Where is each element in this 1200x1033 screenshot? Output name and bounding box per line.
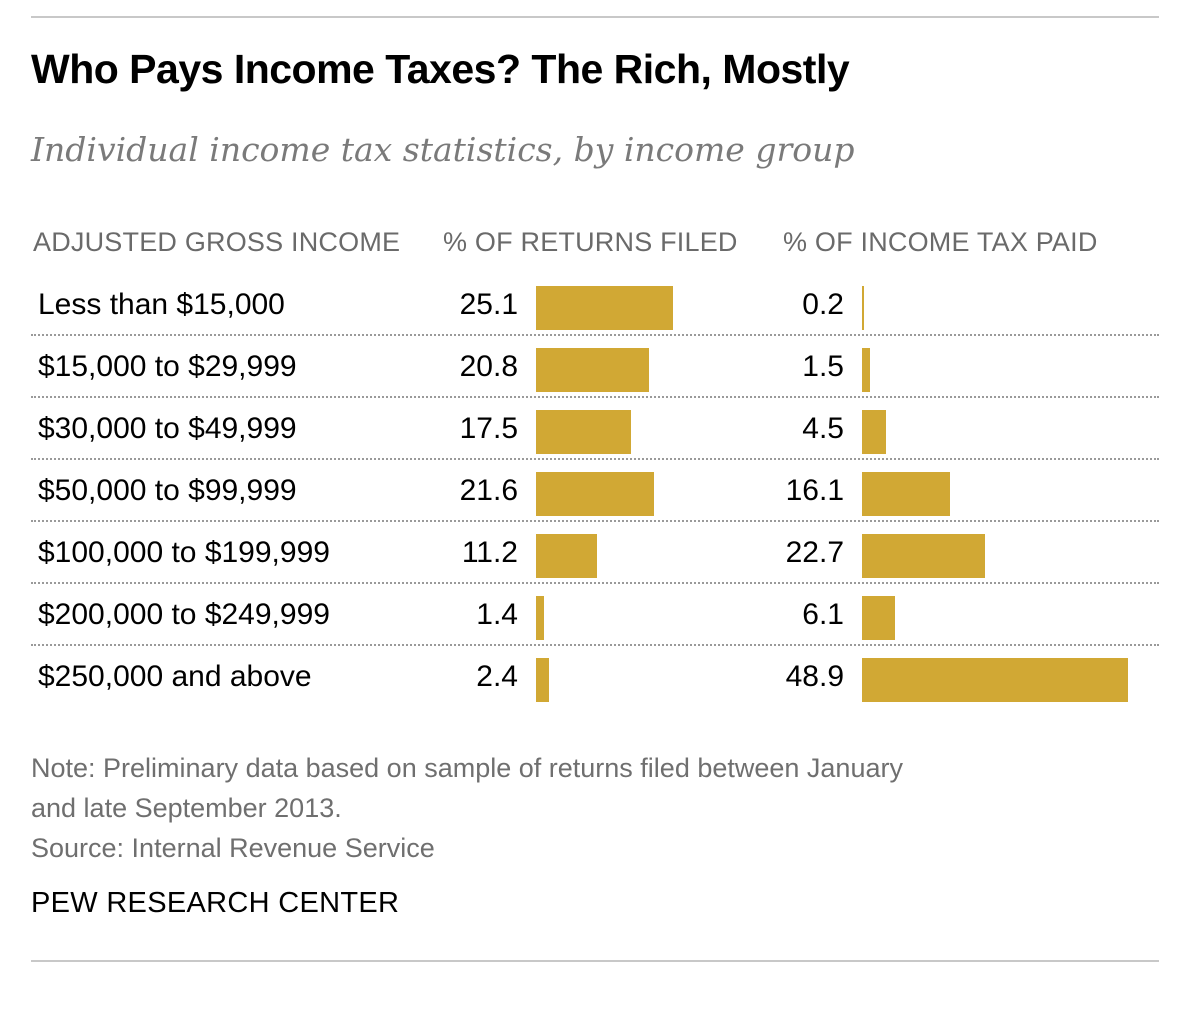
income-group-label: $200,000 to $249,999: [38, 598, 330, 631]
table-row: $250,000 and above 2.4 48.9: [31, 646, 1159, 708]
table-row: $50,000 to $99,999 21.6 16.1: [31, 460, 1159, 522]
income-group-label: $250,000 and above: [38, 660, 312, 693]
table-row: $15,000 to $29,999 20.8 1.5: [31, 336, 1159, 398]
income-group-label: $100,000 to $199,999: [38, 536, 330, 569]
column-header-tax: % OF INCOME TAX PAID: [783, 227, 1098, 257]
returns-filed-bar: [536, 534, 597, 578]
returns-filed-value: 21.6: [459, 474, 518, 507]
table-row: $200,000 to $249,999 1.4 6.1: [31, 584, 1159, 646]
tax-paid-value: 48.9: [785, 660, 844, 693]
table-row: Less than $15,000 25.1 0.2: [31, 274, 1159, 336]
returns-filed-value: 25.1: [459, 288, 518, 321]
tax-paid-bar: [862, 286, 864, 330]
chart-title: Who Pays Income Taxes? The Rich, Mostly: [31, 46, 850, 92]
row-divider: [31, 396, 1159, 398]
income-group-label: $30,000 to $49,999: [38, 412, 297, 445]
column-header-returns: % OF RETURNS FILED: [443, 227, 738, 257]
source-line: Source: Internal Revenue Service: [31, 833, 435, 863]
row-divider: [31, 458, 1159, 460]
table-row: $30,000 to $49,999 17.5 4.5: [31, 398, 1159, 460]
returns-filed-bar: [536, 472, 654, 516]
tax-paid-value: 22.7: [785, 536, 844, 569]
tax-paid-bar: [862, 410, 887, 454]
tax-paid-bar: [862, 596, 896, 640]
returns-filed-bar: [536, 658, 550, 702]
income-group-label: $50,000 to $99,999: [38, 474, 297, 507]
row-divider: [31, 520, 1159, 522]
tax-paid-bar: [862, 472, 950, 516]
row-divider: [31, 334, 1159, 336]
income-group-label: Less than $15,000: [38, 288, 285, 321]
note-line-1: Note: Preliminary data based on sample o…: [31, 753, 903, 783]
tax-paid-value: 0.2: [802, 288, 844, 321]
tax-paid-bar: [862, 658, 1129, 702]
tax-paid-bar: [862, 534, 986, 578]
chart-note: Note: Preliminary data based on sample o…: [31, 748, 1091, 868]
chart-subtitle: Individual income tax statistics, by inc…: [31, 130, 855, 169]
tax-paid-value: 6.1: [802, 598, 844, 631]
row-divider: [31, 644, 1159, 646]
tax-paid-bar: [862, 348, 871, 392]
returns-filed-bar: [536, 286, 673, 330]
tax-paid-value: 16.1: [785, 474, 844, 507]
note-line-2: and late September 2013.: [31, 793, 342, 823]
returns-filed-bar: [536, 348, 650, 392]
returns-filed-value: 17.5: [459, 412, 518, 445]
returns-filed-bar: [536, 596, 544, 640]
row-divider: [31, 582, 1159, 584]
returns-filed-value: 20.8: [459, 350, 518, 383]
returns-filed-value: 1.4: [476, 598, 518, 631]
tax-paid-value: 1.5: [802, 350, 844, 383]
tax-paid-value: 4.5: [802, 412, 844, 445]
bottom-rule: [31, 960, 1159, 962]
returns-filed-value: 2.4: [476, 660, 518, 693]
returns-filed-value: 11.2: [461, 536, 518, 569]
brand-logo-text: PEW RESEARCH CENTER: [31, 887, 400, 919]
column-header-income: ADJUSTED GROSS INCOME: [33, 227, 401, 257]
top-rule: [31, 16, 1159, 18]
income-group-label: $15,000 to $29,999: [38, 350, 297, 383]
returns-filed-bar: [536, 410, 632, 454]
table-row: $100,000 to $199,999 11.2 22.7: [31, 522, 1159, 584]
